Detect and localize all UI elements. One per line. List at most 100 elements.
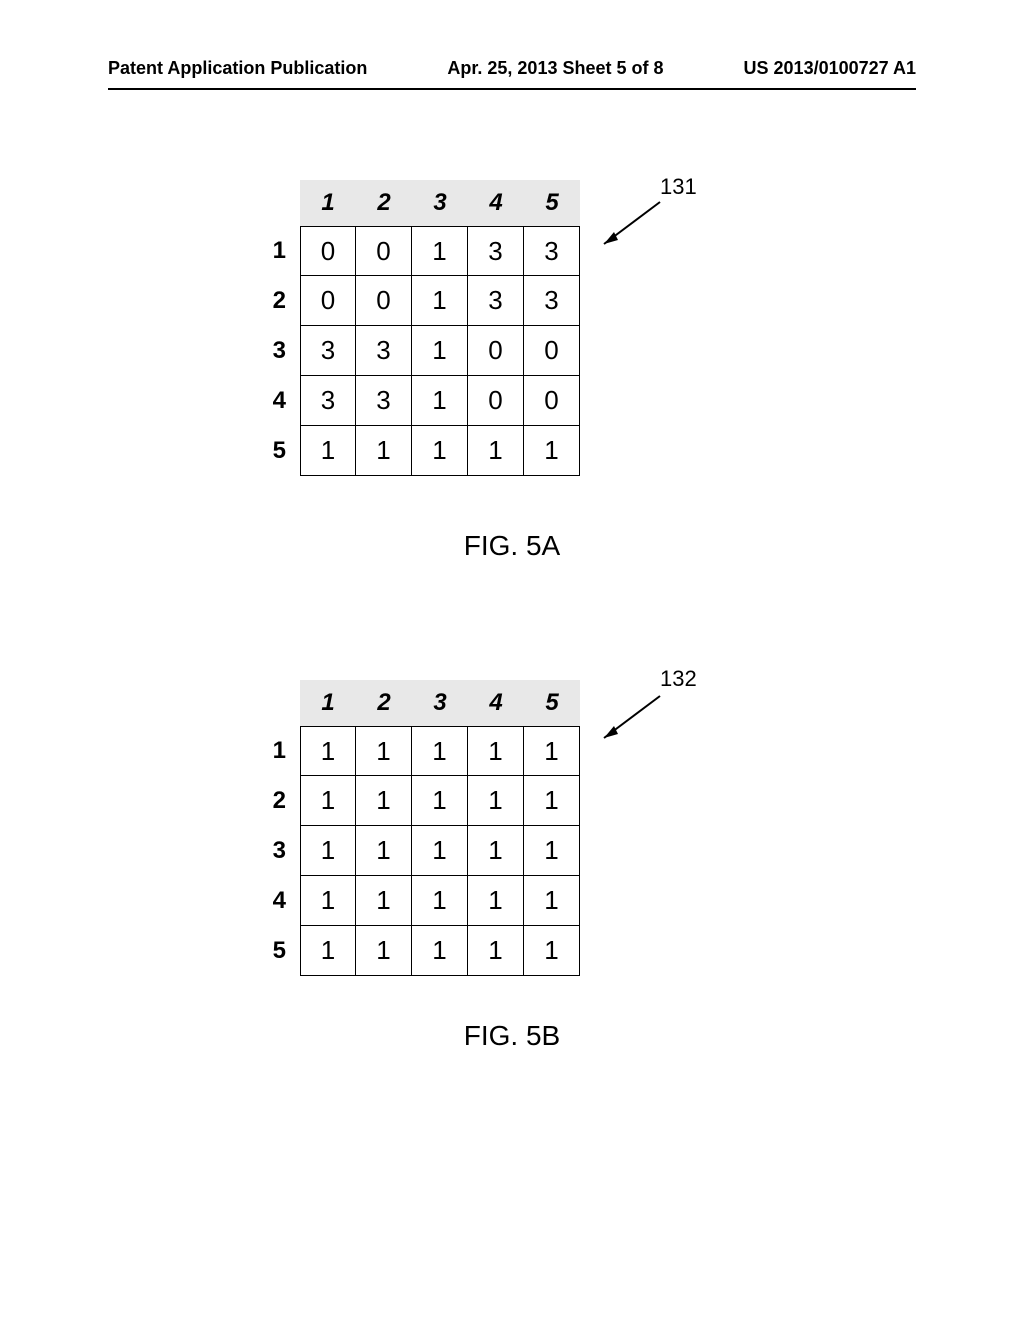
- row-cells: 3 3 1 0 0: [300, 326, 580, 376]
- row-label: 3: [260, 837, 300, 865]
- table-row: 3 1 1 1 1 1: [260, 826, 580, 876]
- cell: 3: [300, 326, 356, 376]
- figure-5a-matrix: 1 2 3 4 5 1 0 0 1 3 3: [260, 180, 580, 476]
- table-row: 4 1 1 1 1 1: [260, 876, 580, 926]
- row-label: 2: [260, 787, 300, 815]
- table-row: 1 0 0 1 3 3: [260, 226, 580, 276]
- col-header: 4: [468, 189, 524, 217]
- cell: 3: [356, 326, 412, 376]
- header-right: US 2013/0100727 A1: [744, 58, 916, 79]
- patent-page: Patent Application Publication Apr. 25, …: [0, 0, 1024, 1320]
- cell: 1: [412, 376, 468, 426]
- figure-5a-caption: FIG. 5A: [0, 530, 1024, 562]
- cell: 1: [468, 726, 524, 776]
- cell: 1: [356, 726, 412, 776]
- figure-5a-col-headers: 1 2 3 4 5: [300, 180, 580, 226]
- cell: 1: [524, 426, 580, 476]
- cell: 0: [524, 376, 580, 426]
- cell: 1: [468, 426, 524, 476]
- cell: 3: [468, 226, 524, 276]
- row-label: 4: [260, 887, 300, 915]
- row-cells: 1 1 1 1 1: [300, 926, 580, 976]
- col-header: 5: [524, 689, 580, 717]
- col-header: 1: [300, 689, 356, 717]
- figure-5b-inner: 1 2 3 4 5 1 1 1 1 1 1: [0, 680, 1024, 1100]
- header-rule: [108, 88, 916, 90]
- cell: 3: [356, 376, 412, 426]
- row-label: 3: [260, 337, 300, 365]
- arrow-icon: [590, 194, 670, 254]
- cell: 1: [468, 926, 524, 976]
- cell: 0: [468, 376, 524, 426]
- cell: 1: [412, 876, 468, 926]
- cell: 0: [356, 226, 412, 276]
- row-label: 5: [260, 437, 300, 465]
- cell: 3: [300, 376, 356, 426]
- cell: 1: [468, 826, 524, 876]
- table-row: 4 3 3 1 0 0: [260, 376, 580, 426]
- cell: 3: [524, 276, 580, 326]
- page-header: Patent Application Publication Apr. 25, …: [108, 58, 916, 79]
- cell: 3: [524, 226, 580, 276]
- row-label: 5: [260, 937, 300, 965]
- row-cells: 3 3 1 0 0: [300, 376, 580, 426]
- cell: 1: [412, 326, 468, 376]
- cell: 1: [412, 226, 468, 276]
- cell: 1: [412, 926, 468, 976]
- cell: 1: [412, 726, 468, 776]
- figure-5b-block: 1 2 3 4 5 1 1 1 1 1 1: [0, 680, 1024, 1100]
- row-cells: 1 1 1 1 1: [300, 876, 580, 926]
- figure-5a-block: 1 2 3 4 5 1 0 0 1 3 3: [0, 180, 1024, 600]
- figure-5a-inner: 1 2 3 4 5 1 0 0 1 3 3: [0, 180, 1024, 600]
- row-cells: 1 1 1 1 1: [300, 726, 580, 776]
- figure-5b-matrix: 1 2 3 4 5 1 1 1 1 1 1: [260, 680, 580, 976]
- col-header: 2: [356, 689, 412, 717]
- cell: 1: [300, 826, 356, 876]
- row-label: 1: [260, 737, 300, 765]
- cell: 0: [468, 326, 524, 376]
- col-header: 2: [356, 189, 412, 217]
- cell: 1: [300, 726, 356, 776]
- header-center: Apr. 25, 2013 Sheet 5 of 8: [447, 58, 663, 79]
- row-cells: 0 0 1 3 3: [300, 276, 580, 326]
- figure-5b-col-headers: 1 2 3 4 5: [300, 680, 580, 726]
- row-cells: 0 0 1 3 3: [300, 226, 580, 276]
- cell: 1: [412, 426, 468, 476]
- col-header: 1: [300, 189, 356, 217]
- row-cells: 1 1 1 1 1: [300, 776, 580, 826]
- cell: 0: [300, 276, 356, 326]
- cell: 1: [524, 826, 580, 876]
- cell: 1: [300, 426, 356, 476]
- cell: 1: [300, 776, 356, 826]
- arrow-icon: [590, 688, 670, 748]
- cell: 1: [356, 776, 412, 826]
- cell: 1: [300, 926, 356, 976]
- table-row: 5 1 1 1 1 1: [260, 426, 580, 476]
- cell: 1: [412, 776, 468, 826]
- table-row: 1 1 1 1 1 1: [260, 726, 580, 776]
- table-row: 2 1 1 1 1 1: [260, 776, 580, 826]
- row-cells: 1 1 1 1 1: [300, 826, 580, 876]
- header-left: Patent Application Publication: [108, 58, 367, 79]
- row-label: 4: [260, 387, 300, 415]
- cell: 1: [468, 876, 524, 926]
- cell: 0: [356, 276, 412, 326]
- row-cells: 1 1 1 1 1: [300, 426, 580, 476]
- row-label: 2: [260, 287, 300, 315]
- col-header: 5: [524, 189, 580, 217]
- figure-5b-caption: FIG. 5B: [0, 1020, 1024, 1052]
- col-header: 4: [468, 689, 524, 717]
- row-label: 1: [260, 237, 300, 265]
- cell: 1: [300, 876, 356, 926]
- cell: 1: [412, 276, 468, 326]
- cell: 1: [356, 926, 412, 976]
- cell: 1: [524, 726, 580, 776]
- cell: 1: [524, 776, 580, 826]
- cell: 1: [412, 826, 468, 876]
- cell: 1: [524, 876, 580, 926]
- cell: 1: [468, 776, 524, 826]
- cell: 0: [524, 326, 580, 376]
- table-row: 5 1 1 1 1 1: [260, 926, 580, 976]
- table-row: 2 0 0 1 3 3: [260, 276, 580, 326]
- col-header: 3: [412, 689, 468, 717]
